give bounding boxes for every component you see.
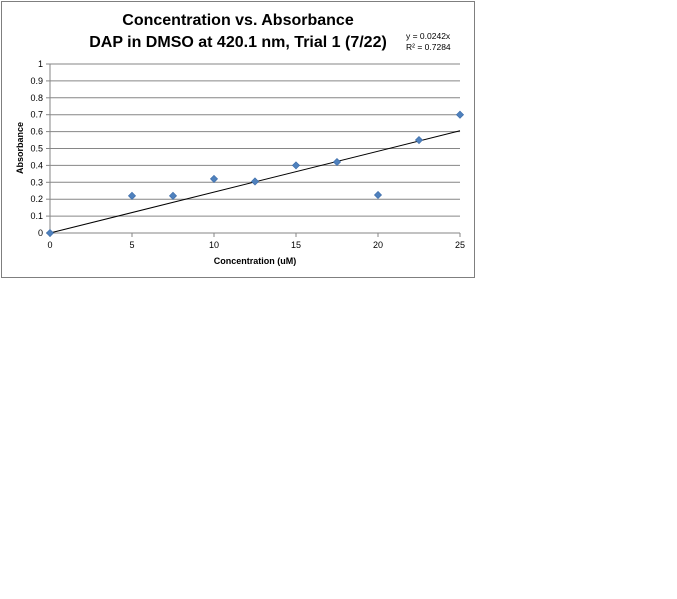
x-tick-label: 15 — [291, 240, 301, 250]
x-tick-label: 10 — [209, 240, 219, 250]
y-tick-label: 0.7 — [30, 110, 43, 120]
x-tick-label: 20 — [373, 240, 383, 250]
y-tick-label: 1 — [38, 59, 43, 69]
axes — [46, 63, 461, 237]
data-point — [168, 191, 178, 200]
gridlines — [50, 63, 460, 217]
y-tick-label: 0 — [38, 228, 43, 238]
y-tick-labels: 0 0.1 0.2 0.3 0.4 0.5 0.6 0.7 0.8 0.9 1 — [30, 59, 43, 238]
data-point — [127, 191, 137, 200]
y-axis-title: Absorbance — [15, 122, 25, 174]
data-point — [250, 177, 260, 186]
chart-frame — [1, 1, 475, 278]
data-point — [373, 190, 383, 199]
data-point — [332, 157, 342, 167]
y-tick-label: 0.6 — [30, 127, 43, 137]
x-tick-labels: 0 5 10 15 20 25 — [47, 240, 465, 250]
data-point — [455, 110, 465, 119]
y-tick-label: 0.3 — [30, 177, 43, 187]
x-axis-title: Concentration (uM) — [214, 256, 297, 266]
chart-title: Concentration vs. Absorbance — [122, 12, 354, 29]
chart-subtitle: DAP in DMSO at 420.1 nm, Trial 1 (7/22) — [89, 34, 387, 51]
x-tick-label: 5 — [129, 240, 134, 250]
y-tick-label: 0.5 — [30, 144, 43, 154]
y-tick-label: 0.9 — [30, 76, 43, 86]
data-point — [209, 174, 219, 183]
y-tick-label: 0.4 — [30, 160, 43, 170]
trendline-equation: y = 0.0242x — [406, 31, 451, 41]
data-point — [414, 136, 424, 145]
data-point — [291, 161, 301, 170]
data-points — [45, 110, 465, 238]
y-tick-label: 0.1 — [30, 211, 43, 221]
x-tick-label: 0 — [47, 240, 52, 250]
y-tick-label: 0.8 — [30, 93, 43, 103]
data-point — [45, 228, 55, 238]
x-tick-label: 25 — [455, 240, 465, 250]
y-tick-label: 0.2 — [30, 194, 43, 204]
trendline-r2: R² = 0.7284 — [406, 42, 451, 52]
